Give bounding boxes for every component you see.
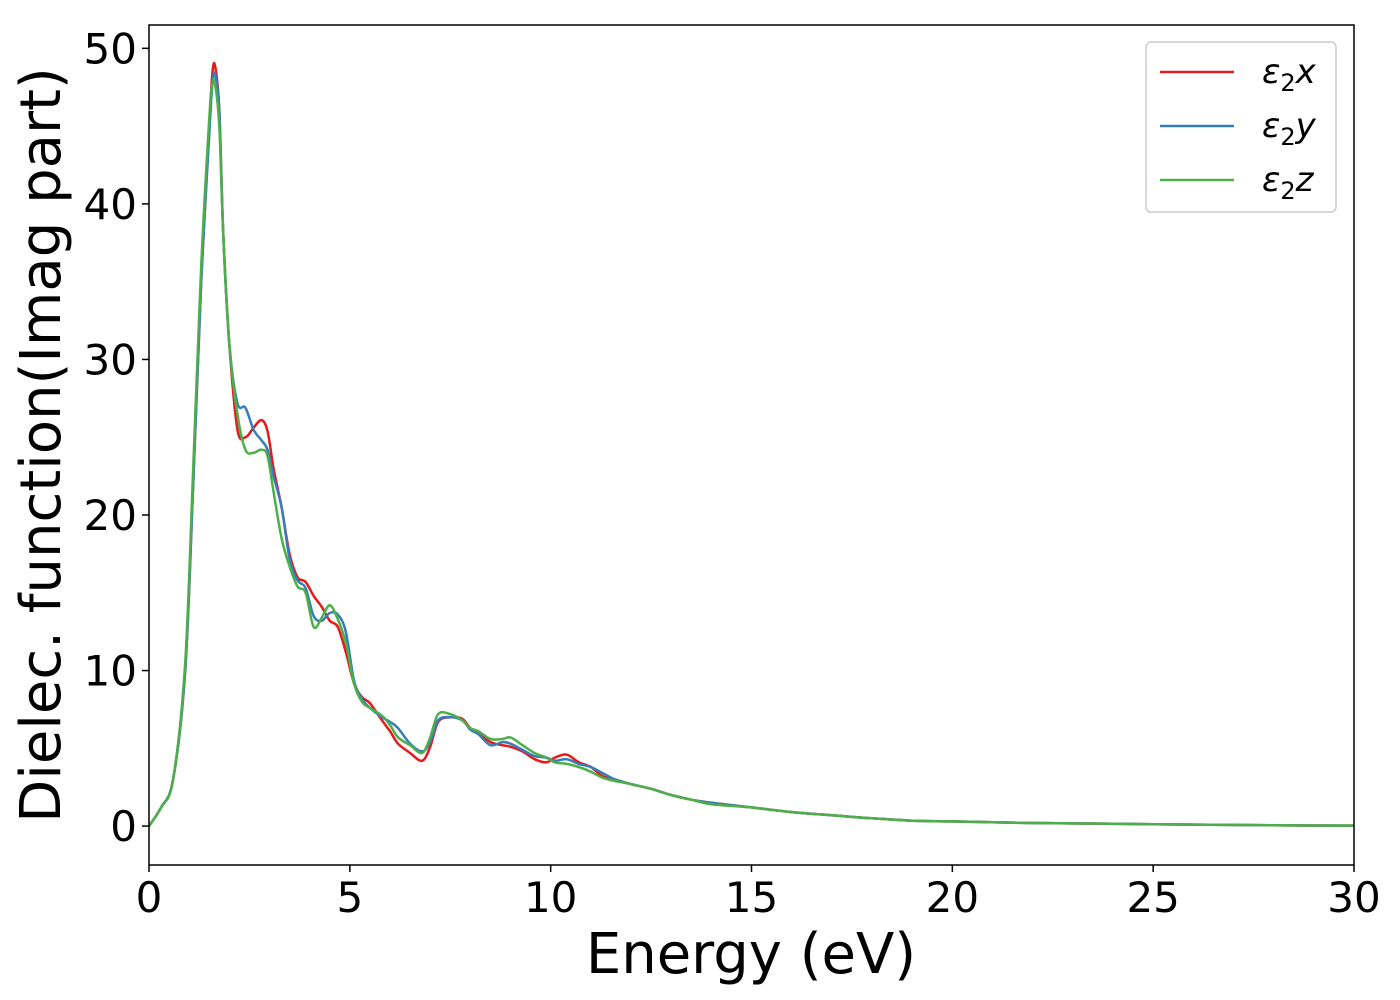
y-tick-label: 0 [110, 802, 137, 851]
x-axis-ticks: 0 5 10 15 20 25 30 [136, 865, 1381, 922]
y-tick-label: 50 [84, 24, 137, 73]
y-axis-label: Dielec. function(Imag part) [9, 67, 74, 823]
legend-label-x: ε2x [1262, 52, 1317, 97]
x-tick-label: 25 [1126, 873, 1179, 922]
y-tick-label: 30 [84, 335, 137, 384]
legend-subscript: 2 [1280, 177, 1295, 205]
legend-box [1145, 41, 1337, 213]
y-axis-ticks: 0 10 20 30 40 50 [84, 24, 149, 851]
x-tick-label: 0 [136, 873, 163, 922]
legend-symbol: ε [1262, 52, 1280, 92]
legend-variable: x [1295, 52, 1317, 92]
x-tick-label: 20 [926, 873, 979, 922]
legend-symbol: ε [1262, 160, 1280, 200]
x-tick-label: 10 [524, 873, 577, 922]
x-tick-label: 5 [336, 873, 363, 922]
legend-label-z: ε2z [1262, 160, 1315, 205]
y-tick-label: 20 [84, 491, 137, 540]
legend-label-y: ε2y [1262, 106, 1317, 151]
y-tick-label: 40 [84, 180, 137, 229]
series-layer [149, 61, 1354, 828]
x-axis-label: Energy (eV) [586, 922, 916, 987]
legend-symbol: ε [1262, 106, 1280, 146]
legend-subscript: 2 [1280, 123, 1295, 151]
legend-variable: y [1295, 106, 1317, 146]
series-line-z [149, 77, 1354, 828]
x-tick-label: 30 [1327, 873, 1380, 922]
y-tick-label: 10 [84, 647, 137, 696]
x-tick-label: 15 [725, 873, 778, 922]
legend-variable: z [1295, 160, 1315, 200]
legend-subscript: 2 [1280, 69, 1295, 97]
